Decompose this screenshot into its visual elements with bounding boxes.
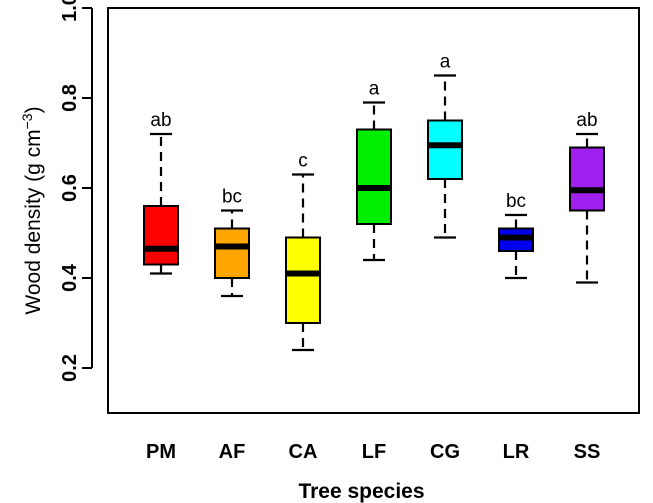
box-rect (357, 130, 391, 225)
y-tick-label: 0.6 (59, 174, 81, 202)
significance-letter: ab (150, 110, 171, 131)
x-tick-label: LR (503, 441, 530, 463)
box-cg: a (428, 52, 462, 238)
box-ss: ab (570, 110, 604, 283)
significance-letter: c (298, 151, 308, 172)
box-rect (286, 238, 320, 324)
box-lf: a (357, 79, 391, 261)
box-ca: c (286, 151, 320, 351)
box-rect (215, 229, 249, 279)
y-tick-label: 1.0 (59, 0, 81, 22)
x-tick-label: LF (362, 441, 386, 463)
x-tick-label: PM (146, 441, 176, 463)
y-tick-label: 0.4 (59, 263, 81, 292)
x-tick-label: SS (574, 441, 601, 463)
box-af: bc (215, 187, 249, 297)
y-axis-title-superscript: −3 (19, 113, 35, 129)
y-axis-title-close: ) (22, 106, 45, 113)
y-tick-label: 0.8 (59, 84, 81, 112)
x-tick-label: CA (289, 441, 318, 463)
significance-letter: ab (576, 110, 597, 131)
box-rect (570, 148, 604, 211)
box-rect (428, 121, 462, 180)
significance-letter: a (440, 52, 451, 73)
y-axis-title-main: Wood density (g cm (22, 129, 45, 314)
y-axis: 0.2 0.4 0.6 0.8 1.0 (59, 0, 92, 382)
y-tick-label: 0.2 (59, 354, 81, 382)
significance-letter: bc (222, 187, 242, 208)
x-axis-labels: PM AF CA LF CG LR SS (146, 441, 600, 463)
box-lr: bc (499, 191, 533, 278)
x-tick-label: AF (219, 441, 246, 463)
x-tick-label: CG (430, 441, 460, 463)
boxes-layer: ab bc c a a bc ab (144, 52, 604, 351)
y-axis-title: Wood density (g cm−3) (19, 106, 45, 314)
x-axis-title: Tree species (298, 480, 424, 503)
significance-letter: bc (506, 191, 526, 212)
box-rect (144, 206, 178, 265)
box-pm: ab (144, 110, 178, 274)
significance-letter: a (369, 79, 380, 100)
